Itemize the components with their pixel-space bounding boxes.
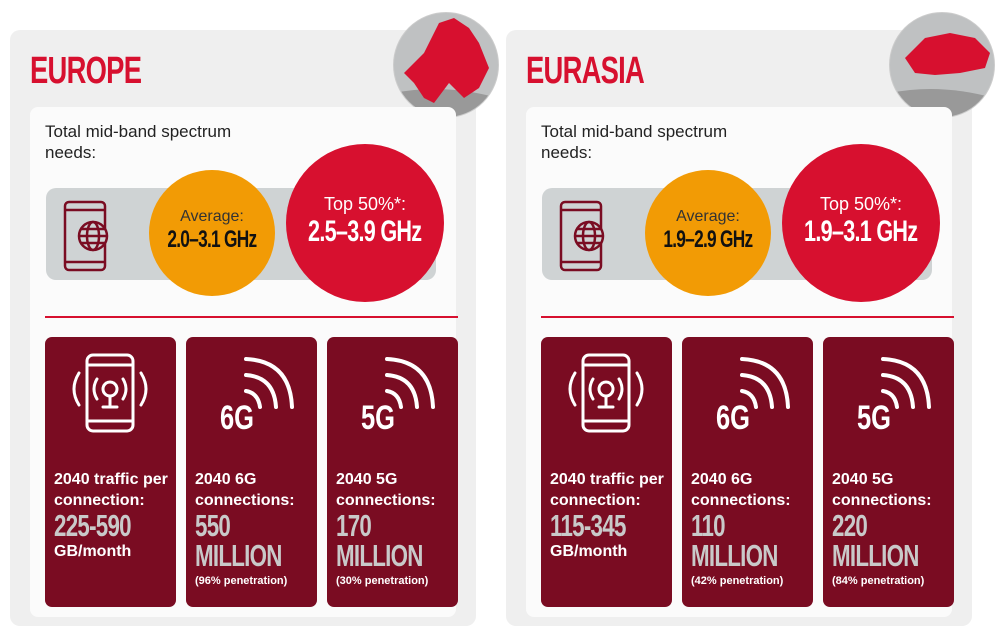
region-panel-eurasia: EURASIA Total mid-band spectrum needs: A…	[506, 12, 995, 626]
stat-label: 2040 6G connections:	[195, 471, 295, 509]
top-value: 2.5–3.9 GHz	[308, 215, 422, 248]
top-circle: Top 50%*: 1.9–3.1 GHz	[782, 144, 940, 302]
penetration-note: (84% penetration)	[832, 575, 925, 587]
stat-value: 170	[336, 508, 372, 543]
stat-card: 5G 2040 5G connections: 170 MILLION (30%…	[327, 337, 458, 607]
divider	[541, 316, 954, 318]
spectrum-card: Total mid-band spectrum needs: Average: …	[30, 107, 458, 617]
top-value: 1.9–3.1 GHz	[804, 215, 918, 248]
5g-signal-icon: 5G	[857, 357, 931, 437]
stat-value: 115-345	[550, 508, 626, 543]
stat-label: 2040 5G connections:	[832, 471, 932, 509]
region-title: EUROPE	[30, 50, 142, 92]
penetration-note: (96% penetration)	[195, 575, 288, 587]
phone-signal-icon	[568, 353, 644, 433]
needs-label: Total mid-band spectrum needs:	[541, 122, 728, 162]
stat-label: 2040 6G connections:	[691, 471, 791, 509]
average-value: 2.0–3.1 GHz	[167, 226, 257, 253]
penetration-note: (42% penetration)	[691, 575, 784, 587]
svg-text:5G: 5G	[361, 400, 395, 437]
stat-label: 2040 5G connections:	[336, 471, 436, 509]
globe-map-icon	[393, 12, 499, 118]
stat-value-unit: MILLION	[832, 538, 919, 573]
svg-text:6G: 6G	[220, 400, 254, 437]
top-circle: Top 50%*: 2.5–3.9 GHz	[286, 144, 444, 302]
6g-signal-icon: 6G	[220, 357, 294, 437]
needs-label: Total mid-band spectrum needs:	[45, 122, 232, 162]
6g-signal-icon: 6G	[716, 357, 790, 437]
globe-map-icon	[889, 12, 995, 118]
phone-globe-icon	[63, 200, 109, 272]
penetration-note: (30% penetration)	[336, 575, 429, 587]
stat-value-unit: MILLION	[195, 538, 282, 573]
average-label: Average:	[180, 208, 244, 225]
stat-unit: GB/month	[54, 543, 132, 560]
svg-text:6G: 6G	[716, 400, 750, 437]
stat-unit: GB/month	[550, 543, 628, 560]
stat-card: 2040 traffic per connection: 115-345 GB/…	[541, 337, 672, 607]
spectrum-card: Total mid-band spectrum needs: Average: …	[526, 107, 954, 617]
average-value: 1.9–2.9 GHz	[663, 226, 753, 253]
stat-value: 110	[691, 508, 726, 543]
stat-card: 5G 2040 5G connections: 220 MILLION (84%…	[823, 337, 954, 607]
stat-value: 550	[195, 508, 231, 543]
average-label: Average:	[676, 208, 740, 225]
svg-text:5G: 5G	[857, 400, 891, 437]
top-label: Top 50%*:	[323, 194, 407, 214]
average-circle: Average: 2.0–3.1 GHz	[149, 170, 275, 296]
stat-value: 220	[832, 508, 868, 543]
region-title: EURASIA	[526, 50, 645, 92]
top-label: Top 50%*:	[819, 194, 903, 214]
divider	[45, 316, 458, 318]
region-panel-europe: EUROPE Total mid-band spectrum needs: Av…	[10, 12, 499, 626]
stat-label: 2040 traffic per connection:	[550, 471, 664, 509]
stat-card: 6G 2040 6G connections: 110 MILLION (42%…	[682, 337, 813, 607]
stat-label: 2040 traffic per connection:	[54, 471, 168, 509]
5g-signal-icon: 5G	[361, 357, 435, 437]
stat-value-unit: MILLION	[691, 538, 778, 573]
average-circle: Average: 1.9–2.9 GHz	[645, 170, 771, 296]
stat-value-unit: MILLION	[336, 538, 423, 573]
stat-value: 225-590	[54, 508, 132, 543]
phone-signal-icon	[72, 353, 148, 433]
phone-globe-icon	[559, 200, 605, 272]
stat-card: 6G 2040 6G connections: 550 MILLION (96%…	[186, 337, 317, 607]
stat-card: 2040 traffic per connection: 225-590 GB/…	[45, 337, 176, 607]
